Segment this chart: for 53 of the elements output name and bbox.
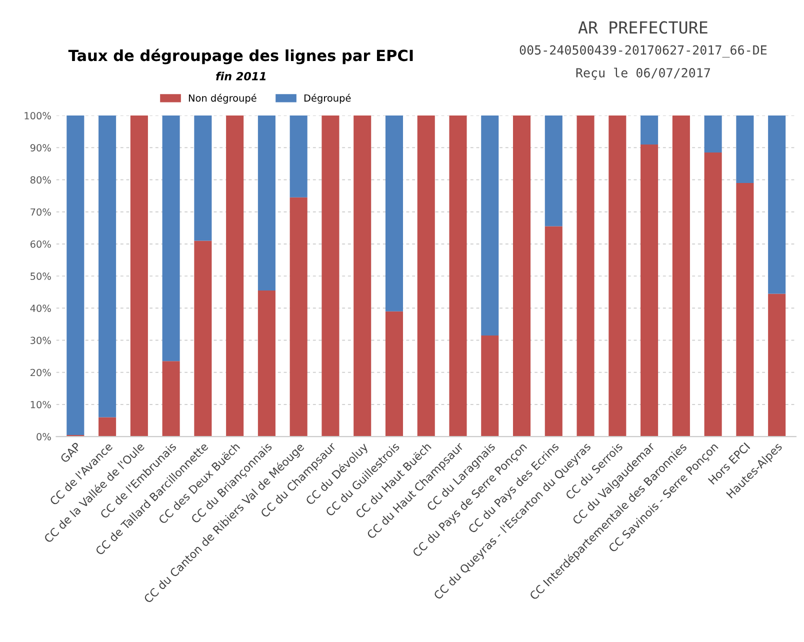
bar bbox=[98, 116, 116, 418]
bar bbox=[449, 116, 467, 437]
bar bbox=[576, 116, 594, 437]
bar bbox=[736, 182, 754, 437]
bar bbox=[481, 116, 499, 336]
bar bbox=[66, 116, 84, 435]
bar bbox=[194, 240, 212, 437]
bar bbox=[640, 116, 658, 144]
y-tick-label: 90% bbox=[30, 144, 51, 152]
bar bbox=[130, 116, 148, 437]
bar bbox=[258, 116, 276, 291]
bar bbox=[258, 290, 276, 437]
y-tick-label: 40% bbox=[30, 304, 51, 312]
bar bbox=[162, 116, 180, 362]
y-tick-label: 70% bbox=[30, 208, 51, 216]
y-tick-label: 80% bbox=[30, 176, 51, 184]
bar bbox=[354, 116, 372, 437]
bar bbox=[194, 116, 212, 241]
bar bbox=[704, 116, 722, 152]
bar bbox=[608, 116, 626, 437]
text: 005-240500439-20170627-2017_66-DE bbox=[520, 45, 767, 58]
bar bbox=[544, 116, 562, 226]
bar bbox=[98, 417, 116, 437]
bar bbox=[322, 116, 340, 437]
bar bbox=[385, 116, 404, 312]
y-tick-label: 0% bbox=[36, 433, 51, 440]
bar bbox=[226, 116, 244, 437]
y-tick-label: 50% bbox=[30, 272, 51, 280]
y-tick-label: 60% bbox=[30, 240, 51, 248]
bar bbox=[768, 294, 786, 437]
legend-label: Non dégroupé bbox=[188, 94, 256, 104]
bar bbox=[544, 226, 562, 437]
bar bbox=[290, 197, 308, 437]
y-tick-label: 20% bbox=[30, 368, 51, 376]
y-tick-label: 10% bbox=[30, 400, 51, 408]
bar bbox=[162, 361, 180, 437]
bar bbox=[736, 116, 754, 183]
y-tick-label: 30% bbox=[30, 336, 51, 344]
bar bbox=[513, 116, 531, 437]
bar bbox=[481, 335, 499, 437]
text: AR PREFECTURE bbox=[578, 21, 708, 34]
bar bbox=[672, 116, 690, 437]
text: Reçu le 06/07/2017 bbox=[576, 68, 710, 80]
bar bbox=[417, 116, 435, 437]
y-tick-label: 100% bbox=[24, 112, 51, 120]
bar bbox=[640, 144, 658, 437]
chart-title: Taux de dégroupage des lignes par EPCI bbox=[68, 48, 413, 64]
bar bbox=[290, 116, 308, 198]
chart-subtitle: fin 2011 bbox=[216, 72, 266, 80]
legend-label: Dégroupé bbox=[304, 94, 351, 104]
bar bbox=[385, 311, 404, 437]
bar bbox=[704, 152, 722, 437]
bar bbox=[768, 116, 786, 294]
